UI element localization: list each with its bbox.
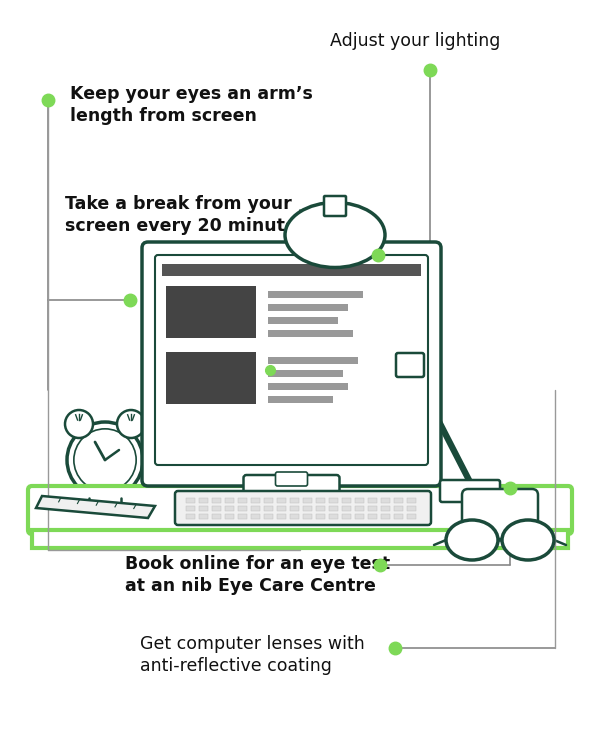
Ellipse shape [285, 202, 385, 268]
Bar [329, 506, 338, 511]
Bar [251, 498, 260, 503]
Bar [303, 506, 312, 511]
Bar [186, 498, 195, 503]
Circle shape [117, 410, 145, 438]
Bar [199, 514, 208, 519]
Circle shape [67, 422, 143, 498]
Bar [277, 498, 286, 503]
FancyBboxPatch shape [440, 480, 500, 502]
Bar [303, 498, 312, 503]
Bar [32, 530, 568, 548]
FancyBboxPatch shape [462, 489, 538, 539]
FancyBboxPatch shape [142, 242, 441, 486]
Text: Keep your eyes an arm’s
length from screen: Keep your eyes an arm’s length from scre… [70, 85, 313, 125]
Bar [186, 514, 195, 519]
Bar [277, 506, 286, 511]
Bar [268, 291, 363, 298]
Bar [251, 514, 260, 519]
Bar [268, 357, 358, 364]
FancyBboxPatch shape [155, 255, 428, 465]
Bar [186, 506, 195, 511]
FancyBboxPatch shape [275, 472, 308, 486]
FancyBboxPatch shape [396, 353, 424, 377]
Text: Take a break from your
screen every 20 minutes: Take a break from your screen every 20 m… [65, 195, 307, 235]
Bar [316, 514, 325, 519]
Text: Book online for an eye test
at an nib Eye Care Centre: Book online for an eye test at an nib Ey… [125, 555, 390, 595]
Bar [268, 317, 338, 324]
Bar [264, 514, 273, 519]
Bar [368, 506, 377, 511]
Bar [268, 304, 348, 311]
Bar [303, 514, 312, 519]
Bar [368, 498, 377, 503]
Ellipse shape [502, 520, 554, 560]
Bar [212, 506, 221, 511]
Bar [381, 506, 390, 511]
Bar [277, 514, 286, 519]
Bar [225, 514, 234, 519]
Bar [342, 514, 351, 519]
Bar [268, 396, 333, 403]
Bar [290, 514, 299, 519]
Bar [342, 506, 351, 511]
Bar [381, 498, 390, 503]
Bar [355, 498, 364, 503]
Bar [394, 498, 403, 503]
Bar [199, 506, 208, 511]
Bar [268, 383, 348, 390]
Bar [264, 498, 273, 503]
Bar [407, 498, 416, 503]
Bar [271, 480, 311, 490]
Bar [381, 514, 390, 519]
Bar [225, 498, 234, 503]
Bar [290, 506, 299, 511]
FancyBboxPatch shape [28, 486, 572, 534]
Bar [268, 370, 343, 377]
Bar [166, 352, 256, 404]
FancyBboxPatch shape [348, 235, 372, 255]
FancyBboxPatch shape [324, 196, 346, 216]
Bar [355, 506, 364, 511]
Bar [368, 514, 377, 519]
Bar [238, 514, 247, 519]
Bar [212, 498, 221, 503]
Circle shape [65, 410, 93, 438]
Bar [316, 506, 325, 511]
Text: Adjust your lighting: Adjust your lighting [330, 32, 500, 50]
Bar [251, 506, 260, 511]
Bar [238, 498, 247, 503]
Polygon shape [36, 496, 155, 518]
Bar [329, 498, 338, 503]
Bar [238, 506, 247, 511]
Circle shape [74, 429, 136, 491]
Bar [316, 498, 325, 503]
Bar [394, 506, 403, 511]
Bar [407, 514, 416, 519]
FancyBboxPatch shape [244, 475, 340, 497]
Bar [407, 506, 416, 511]
Bar [162, 264, 421, 276]
Bar [166, 286, 256, 338]
Bar [264, 506, 273, 511]
Bar [329, 514, 338, 519]
FancyBboxPatch shape [175, 491, 431, 525]
Text: Get computer lenses with
anti-reflective coating: Get computer lenses with anti-reflective… [140, 635, 365, 675]
Bar [199, 498, 208, 503]
Bar [355, 514, 364, 519]
Ellipse shape [446, 520, 498, 560]
Bar [268, 330, 353, 337]
Bar [212, 514, 221, 519]
Bar [342, 498, 351, 503]
Bar [225, 506, 234, 511]
Bar [394, 514, 403, 519]
Bar [290, 498, 299, 503]
